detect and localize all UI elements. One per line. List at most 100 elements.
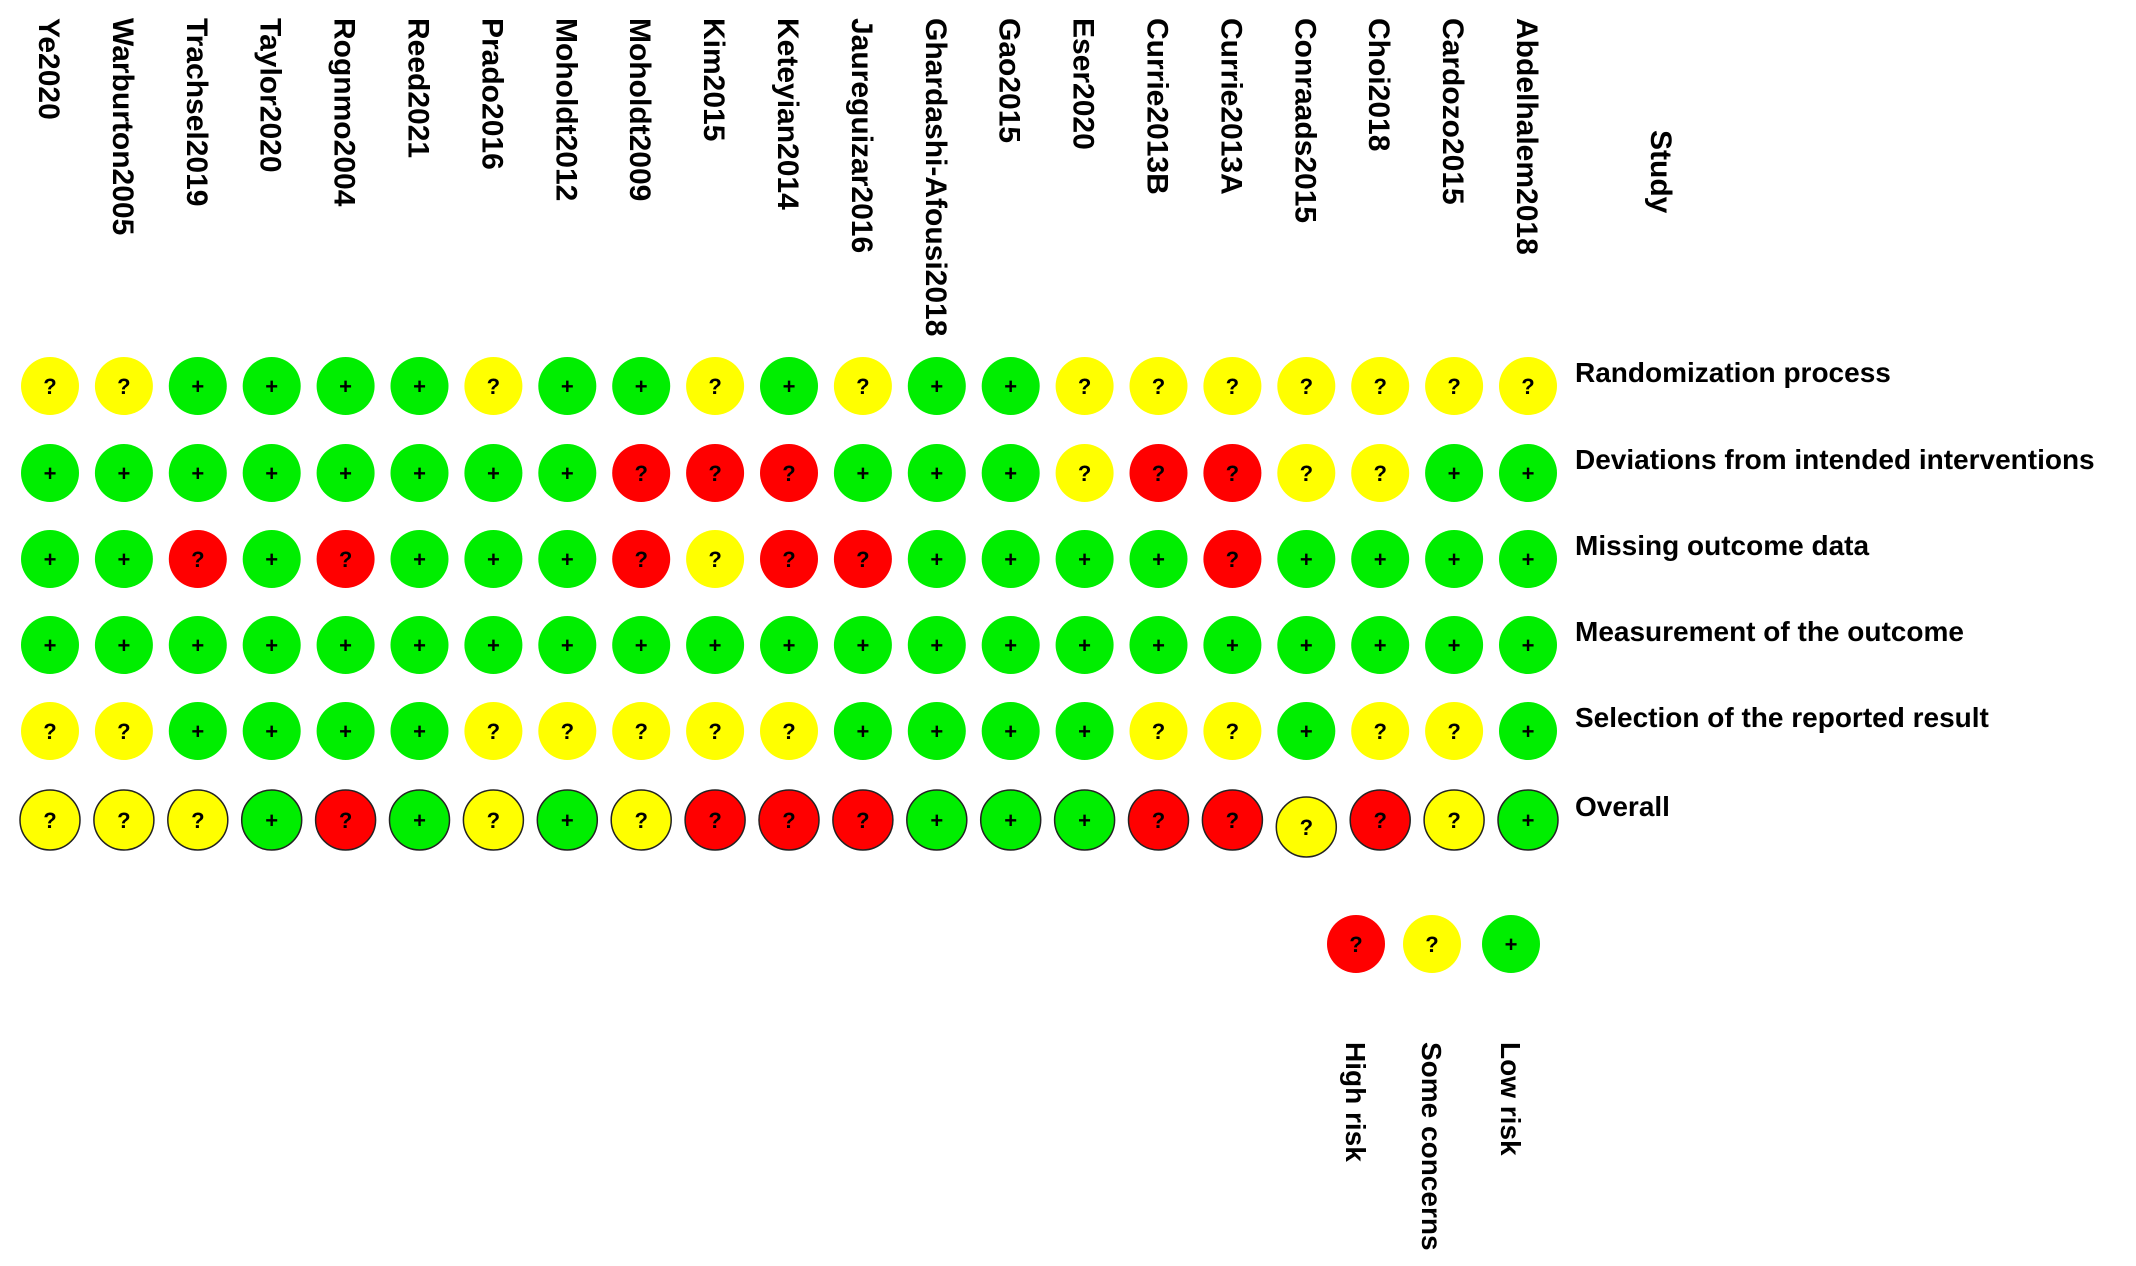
cell-low xyxy=(388,789,451,851)
cell-low xyxy=(390,530,449,588)
cell-low xyxy=(168,357,227,415)
cell-high xyxy=(758,789,820,851)
cell-symbol: + xyxy=(1004,719,1017,744)
cell-low xyxy=(907,702,966,760)
cell-some xyxy=(538,702,597,760)
cell-low xyxy=(316,444,375,502)
cell-symbol: + xyxy=(44,633,57,658)
cell-symbol: + xyxy=(930,633,943,658)
cell-low xyxy=(94,530,153,588)
cell-some xyxy=(1499,357,1557,415)
cell-low xyxy=(240,789,303,851)
cell-low xyxy=(464,444,523,502)
cell-low xyxy=(390,444,449,502)
cell-symbol: + xyxy=(265,374,278,399)
cell-symbol: + xyxy=(191,719,204,744)
cell-low xyxy=(538,357,597,415)
domain-label: Randomization process xyxy=(1575,357,1891,388)
cell-low xyxy=(1277,530,1336,588)
cell-symbol: + xyxy=(413,633,426,658)
cell-symbol: ? xyxy=(117,719,130,744)
cell-some xyxy=(1425,357,1484,415)
cell-low xyxy=(242,616,301,674)
cell-symbol: + xyxy=(635,374,648,399)
cell-high xyxy=(1129,444,1188,502)
cell-some xyxy=(610,789,672,851)
cell-low xyxy=(1129,616,1188,674)
cell-symbol: + xyxy=(1448,547,1461,572)
cell-symbol: + xyxy=(265,633,278,658)
cell-low xyxy=(979,789,1042,851)
cell-symbol: ? xyxy=(1152,808,1165,833)
legend-symbol: ? xyxy=(1349,932,1362,957)
cell-symbol: + xyxy=(930,808,943,833)
cell-symbol: + xyxy=(117,633,130,658)
study-labels: Ye2020 Warburton2005 Trachsel2019 Taylor202… xyxy=(32,18,1543,336)
cell-symbol: + xyxy=(856,461,869,486)
cell-symbol: ? xyxy=(1226,547,1239,572)
cell-low xyxy=(1277,616,1336,674)
cell-some xyxy=(1055,357,1114,415)
cell-some xyxy=(1351,357,1410,415)
study-label: Jaureguizar2016 xyxy=(845,18,878,253)
cell-low xyxy=(242,444,301,502)
domain-label: Measurement of the outcome xyxy=(1575,616,1964,647)
cell-some xyxy=(833,357,892,415)
domain-label: Overall xyxy=(1575,791,1670,822)
domain-label: Missing outcome data xyxy=(1575,530,1869,561)
cell-symbol: ? xyxy=(43,719,56,744)
cell-symbol: ? xyxy=(339,547,352,572)
cell-low xyxy=(94,616,153,674)
cell-some xyxy=(1277,444,1336,502)
cell-symbol: ? xyxy=(856,547,869,572)
cell-symbol: ? xyxy=(708,461,721,486)
cell-some xyxy=(686,357,745,415)
cell-symbol: ? xyxy=(1300,374,1313,399)
study-label: Eser2020 xyxy=(1067,18,1100,150)
cell-symbol: + xyxy=(265,808,278,833)
judgement-grid: ?? + + + +? + +? +? + +?????? ? + + + + + + + +??? + + +?????… xyxy=(19,357,1559,858)
cell-symbol: ? xyxy=(117,374,130,399)
cell-some xyxy=(1351,444,1410,502)
cell-some xyxy=(21,702,79,760)
cell-symbol: + xyxy=(635,633,648,658)
study-label: Ye2020 xyxy=(32,18,65,120)
cell-low xyxy=(316,616,375,674)
cell-symbol: ? xyxy=(708,547,721,572)
cell-some xyxy=(464,702,523,760)
cell-symbol: + xyxy=(783,374,796,399)
cell-some xyxy=(1423,789,1485,851)
cell-low xyxy=(981,702,1040,760)
cell-symbol: ? xyxy=(117,808,130,833)
cell-low xyxy=(242,530,301,588)
cell-symbol: + xyxy=(1448,633,1461,658)
cell-symbol: ? xyxy=(487,719,500,744)
study-label: Taylor2020 xyxy=(254,18,287,173)
cell-low xyxy=(1425,444,1484,502)
cell-some xyxy=(1277,357,1336,415)
cell-symbol: ? xyxy=(782,719,795,744)
cell-symbol: ? xyxy=(1152,374,1165,399)
study-label: Moholdt2009 xyxy=(623,18,656,201)
cell-symbol: + xyxy=(1004,808,1017,833)
legend-label-some: Some concerns xyxy=(1416,1042,1447,1251)
cell-symbol: + xyxy=(930,719,943,744)
cell-symbol: + xyxy=(783,633,796,658)
cell-high xyxy=(1349,789,1411,851)
cell-low xyxy=(390,357,449,415)
cell-symbol: ? xyxy=(782,808,795,833)
cell-symbol: ? xyxy=(634,808,647,833)
cell-high xyxy=(1127,789,1190,851)
cell-symbol: + xyxy=(265,719,278,744)
cell-low xyxy=(981,357,1040,415)
cell-high xyxy=(686,444,745,502)
cell-symbol: ? xyxy=(634,461,647,486)
cell-low xyxy=(1497,789,1559,851)
cell-symbol: + xyxy=(413,808,426,833)
cell-symbol: ? xyxy=(1226,808,1239,833)
cell-low xyxy=(316,702,375,760)
cell-low xyxy=(316,357,375,415)
cell-symbol: + xyxy=(487,547,500,572)
cell-low xyxy=(1499,616,1557,674)
cell-some xyxy=(93,789,155,851)
